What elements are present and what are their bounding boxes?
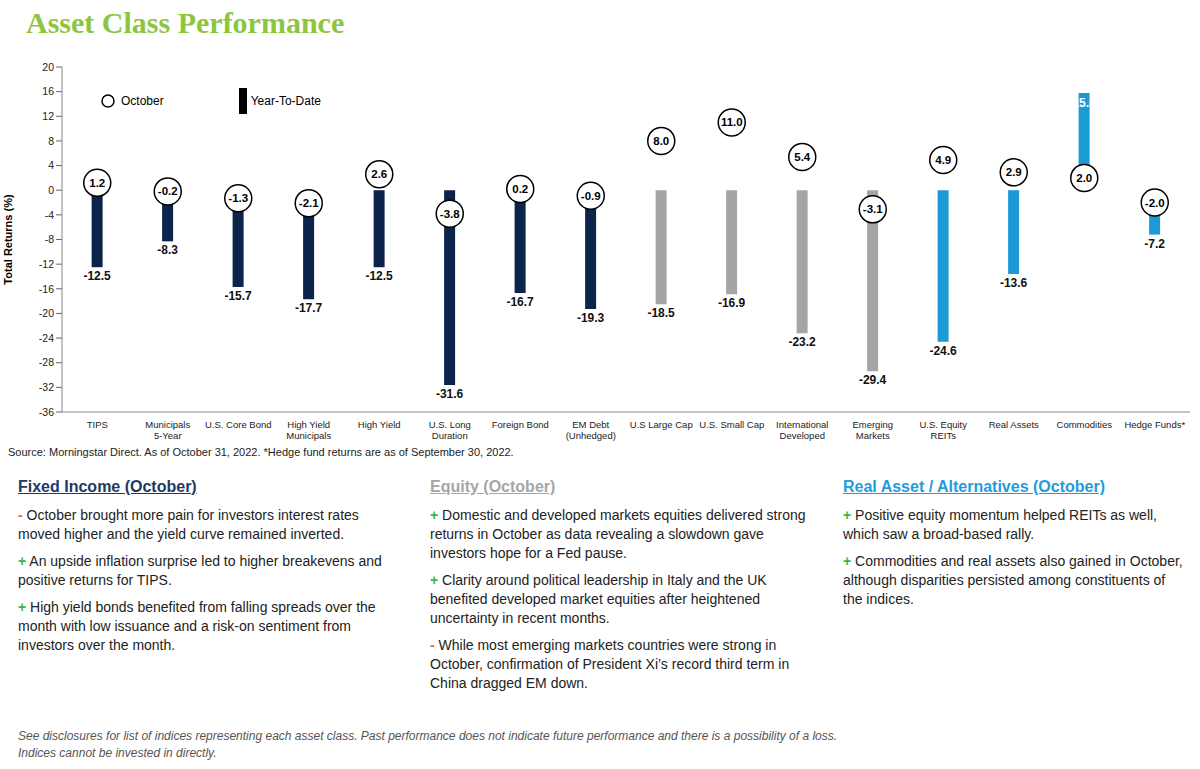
svg-text:8.0: 8.0 [653, 135, 669, 147]
html-text:See disclosures for list of in: See disclosures for list of indices repr… [18, 729, 838, 743]
svg-text:-1.3: -1.3 [228, 192, 248, 204]
svg-text:EM Debt(Unhedged): EM Debt(Unhedged) [566, 419, 616, 441]
svg-text:2.9: 2.9 [1006, 166, 1022, 178]
svg-text:-18.5: -18.5 [647, 306, 675, 320]
svg-text:8: 8 [48, 135, 54, 147]
svg-text:-3.8: -3.8 [440, 208, 460, 220]
html-text:+ High yield bonds benefited f: + High yield bonds benefited from fallin… [18, 599, 376, 653]
html-text:Source: Morningstar Direct. As: Source: Morningstar Direct. As of Octobe… [8, 446, 514, 458]
svg-text:-3.1: -3.1 [863, 203, 883, 215]
html-text:- October brought more pain fo: - October brought more pain for investor… [18, 507, 359, 542]
html-text:+ Commodities and real assets: + Commodities and real assets also gaine… [843, 553, 1183, 607]
svg-text:Commodities: Commodities [1057, 419, 1113, 430]
svg-text:U.S. EquityREITs: U.S. EquityREITs [919, 419, 967, 441]
html-text:Asset Class Performance: Asset Class Performance [26, 6, 345, 39]
svg-text:5.4: 5.4 [794, 151, 811, 163]
html-text:Fixed Income (October): Fixed Income (October) [18, 478, 197, 495]
svg-text:2.6: 2.6 [371, 168, 387, 180]
svg-text:Municipals5-Year: Municipals5-Year [145, 419, 190, 441]
svg-text:2.0: 2.0 [1076, 172, 1092, 184]
svg-text:U.S. Core Bond: U.S. Core Bond [205, 419, 272, 430]
svg-text:-12.5: -12.5 [365, 269, 393, 283]
svg-text:-15.7: -15.7 [224, 289, 252, 303]
svg-text:High Yield: High Yield [358, 419, 401, 430]
svg-text:-36: -36 [39, 406, 54, 418]
html-text:October: October [121, 94, 164, 108]
svg-text:-16.9: -16.9 [718, 296, 746, 310]
svg-text:1.2: 1.2 [89, 177, 105, 189]
svg-text:U.S. LongDuration: U.S. LongDuration [429, 419, 471, 441]
svg-text:15.8: 15.8 [1072, 96, 1096, 110]
html-text:Year-To-Date: Year-To-Date [250, 94, 321, 108]
html-text:- While most emerging markets: - While most emerging markets countries … [430, 637, 790, 691]
svg-text:16: 16 [42, 85, 54, 97]
svg-text:Total Returns (%): Total Returns (%) [8, 194, 14, 285]
html-text:+ Positive equity momentum hel: + Positive equity momentum helped REITs … [843, 507, 1157, 542]
svg-text:EmergingMarkets: EmergingMarkets [852, 419, 893, 441]
svg-text:U.S Large Cap: U.S Large Cap [630, 419, 693, 430]
svg-text:-0.2: -0.2 [158, 185, 178, 197]
svg-text:Real Assets: Real Assets [989, 419, 1039, 430]
svg-text:-31.6: -31.6 [436, 387, 464, 401]
svg-text:-2.1: -2.1 [299, 197, 319, 209]
svg-text:0: 0 [48, 184, 54, 196]
svg-text:-8: -8 [45, 233, 54, 245]
svg-text:-8.3: -8.3 [157, 243, 178, 257]
svg-text:12: 12 [42, 110, 54, 122]
html-text:Indices cannot be invested in: Indices cannot be invested in directly. [18, 746, 217, 760]
svg-text:-12.5: -12.5 [83, 269, 111, 283]
svg-text:TIPS: TIPS [87, 419, 108, 430]
svg-text:-0.9: -0.9 [581, 190, 601, 202]
svg-text:-17.7: -17.7 [295, 301, 323, 315]
svg-text:-12: -12 [39, 258, 54, 270]
html-text:+ An upside inflation surprise: + An upside inflation surprise led to hi… [18, 553, 382, 588]
svg-text:-2.0: -2.0 [1145, 197, 1165, 209]
svg-text:High YieldMunicipals: High YieldMunicipals [286, 419, 331, 441]
svg-text:-16: -16 [39, 283, 54, 295]
svg-text:-7.2: -7.2 [1144, 237, 1165, 251]
html-text:+ Domestic and developed marke: + Domestic and developed markets equitie… [430, 507, 806, 561]
svg-text:20: 20 [42, 61, 54, 73]
svg-text:-24.6: -24.6 [929, 344, 957, 358]
svg-text:U.S. Small Cap: U.S. Small Cap [699, 419, 764, 430]
html-text:Equity (October): Equity (October) [430, 478, 556, 495]
svg-text:4.9: 4.9 [935, 154, 951, 166]
svg-text:-4: -4 [45, 209, 54, 221]
svg-text:Hedge Funds*: Hedge Funds* [1124, 419, 1185, 430]
html-text:+ Clarity around political lea: + Clarity around political leadership in… [430, 572, 767, 626]
svg-text:InternationalDeveloped: InternationalDeveloped [776, 419, 828, 441]
svg-text:11.0: 11.0 [721, 116, 743, 128]
svg-text:4: 4 [48, 159, 54, 171]
svg-text:-13.6: -13.6 [1000, 276, 1028, 290]
svg-text:-16.7: -16.7 [506, 295, 534, 309]
svg-text:Foreign Bond: Foreign Bond [492, 419, 549, 430]
html-text:Real Asset / Alternatives (Oct: Real Asset / Alternatives (October) [843, 478, 1105, 495]
svg-text:0.2: 0.2 [512, 183, 528, 195]
svg-text:-23.2: -23.2 [788, 335, 816, 349]
svg-text:-24: -24 [39, 332, 54, 344]
svg-text:-29.4: -29.4 [859, 373, 887, 387]
svg-text:-20: -20 [39, 307, 54, 319]
svg-text:-32: -32 [39, 381, 54, 393]
svg-text:-19.3: -19.3 [577, 311, 605, 325]
svg-text:-28: -28 [39, 356, 54, 368]
